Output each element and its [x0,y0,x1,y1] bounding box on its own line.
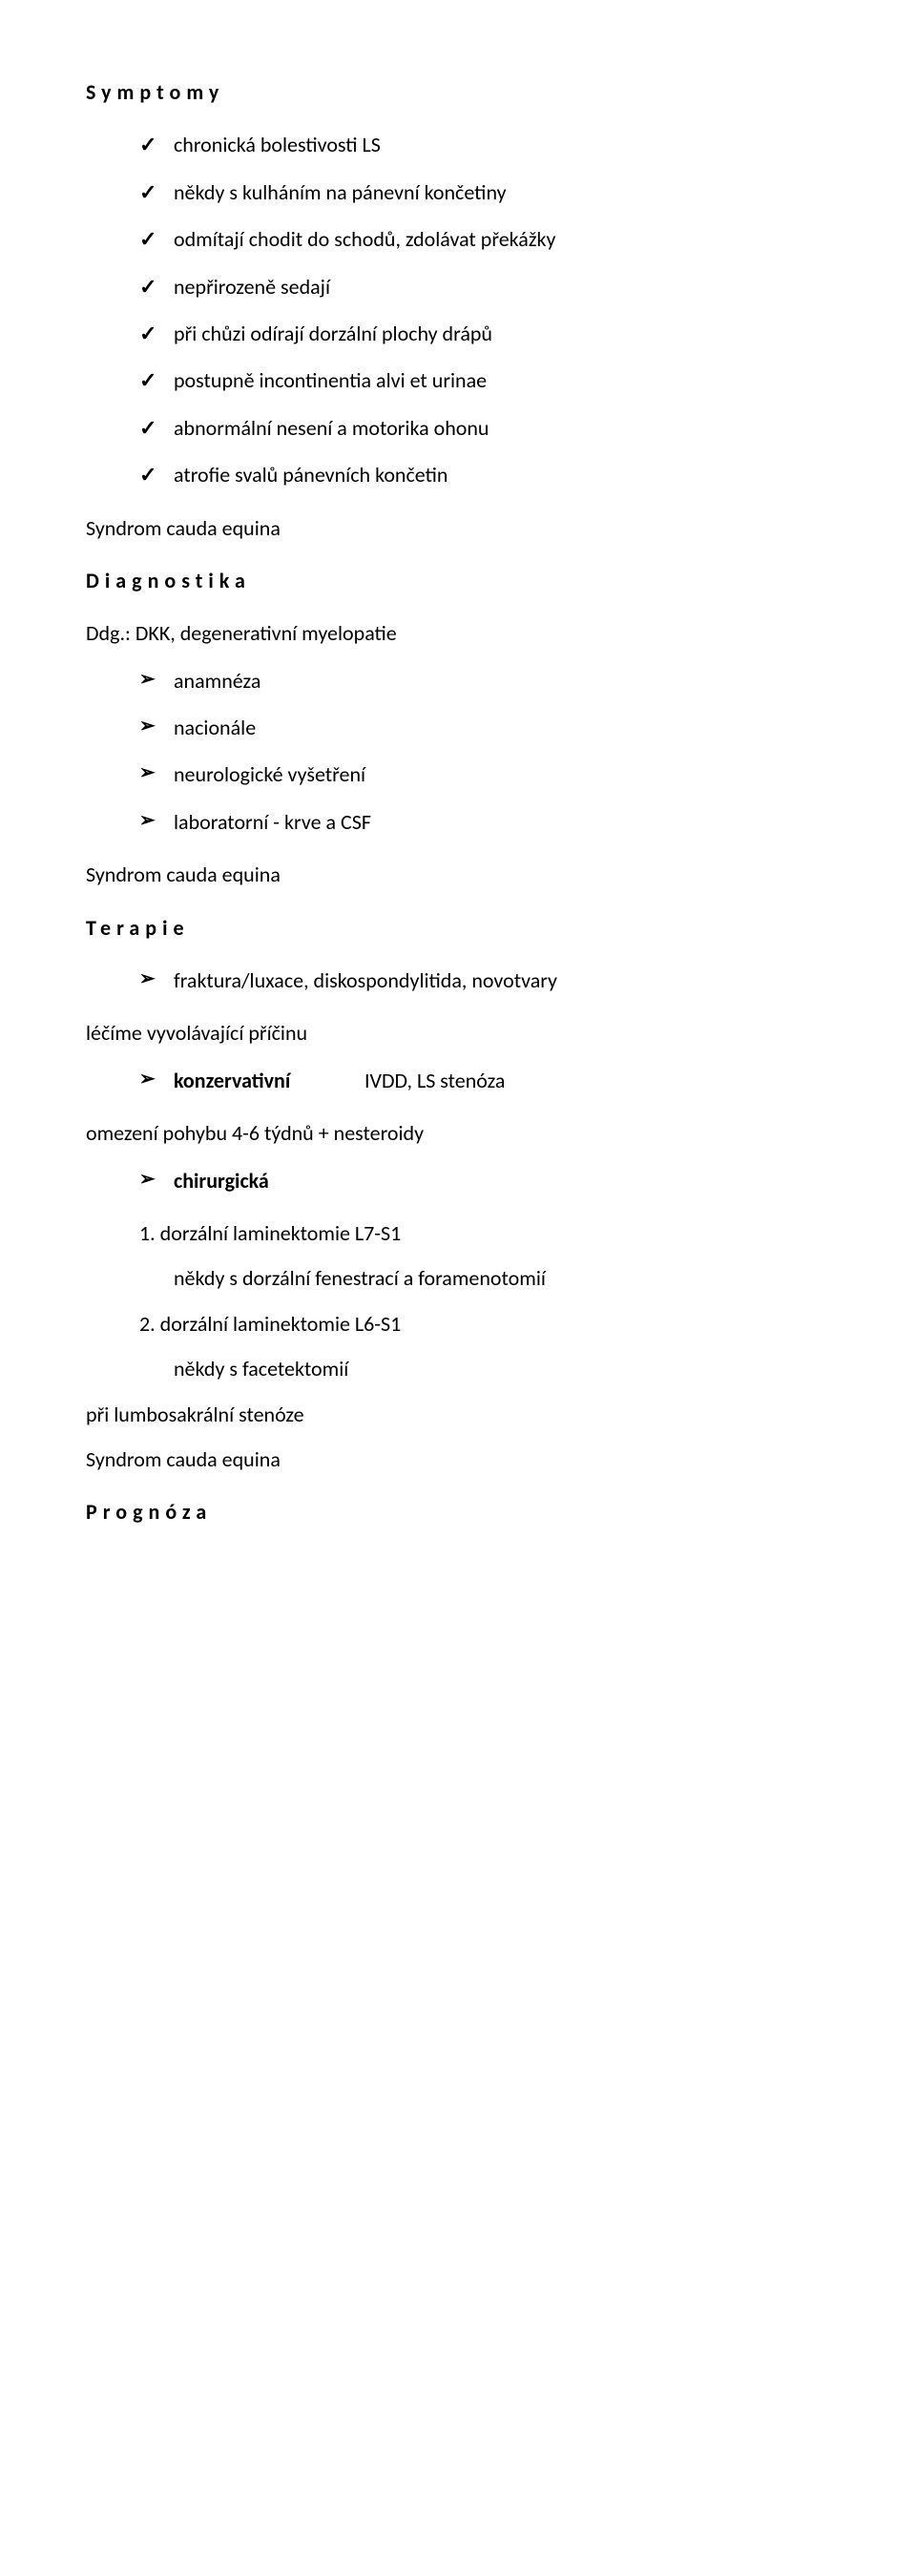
syndrom-line-2: Syndrom cauda equina [86,857,830,892]
terapie-list-1: fraktura/luxace, diskospondylitida, novo… [86,963,830,998]
konzervativni-label: konzervativní [174,1063,364,1098]
lumbo-line: při lumbosakrální stenóze [86,1397,830,1432]
list-item: abnormální nesení a motorika ohonu [139,410,830,446]
list-item: atrofie svalů pánevních končetin [139,457,830,492]
list-item: odmítají chodit do schodů, zdolávat přek… [139,221,830,257]
list-item: laboratorní - krve a CSF [139,804,830,840]
num-2: 2. dorzální laminektomie L6-S1 [86,1306,830,1341]
heading-prognoza: Prognóza [86,1494,830,1529]
symptomy-list: chronická bolestivosti LS někdy s kulhán… [86,127,830,492]
konzervativni-value: IVDD, LS stenóza [364,1063,505,1098]
heading-terapie: Terapie [86,910,830,945]
syndrom-line-3: Syndrom cauda equina [86,1442,830,1477]
num-2-sub: někdy s facetektomií [86,1351,830,1386]
list-item: nepřirozeně sedají [139,269,830,304]
syndrom-line-1: Syndrom cauda equina [86,510,830,546]
list-item: někdy s kulháním na pánevní končetiny [139,175,830,210]
lecime-line: léčíme vyvolávající příčinu [86,1015,830,1050]
list-item: při chůzi odírají dorzální plochy drápů [139,316,830,351]
heading-diagnostika: Diagnostika [86,563,830,598]
list-item-chirurgicka: chirurgická [139,1163,830,1198]
diagnostika-list: anamnéza nacionále neurologické vyšetřen… [86,663,830,841]
list-item: postupně incontinentia alvi et urinae [139,363,830,398]
list-item: anamnéza [139,663,830,698]
terapie-list-3: chirurgická [86,1163,830,1198]
heading-symptomy: Symptomy [86,74,830,110]
list-item: nacionále [139,710,830,745]
num-1-sub: někdy s dorzální fenestrací a foramenoto… [86,1260,830,1296]
list-item: fraktura/luxace, diskospondylitida, novo… [139,963,830,998]
num-1: 1. dorzální laminektomie L7-S1 [86,1215,830,1251]
list-item-konzervativni: konzervativní IVDD, LS stenóza [139,1063,830,1098]
list-item: neurologické vyšetření [139,757,830,792]
ddg-line: Ddg.: DKK, degenerativní myelopatie [86,615,830,651]
list-item: chronická bolestivosti LS [139,127,830,162]
terapie-list-2: konzervativní IVDD, LS stenóza [86,1063,830,1098]
omezeni-line: omezení pohybu 4-6 týdnů + nesteroidy [86,1115,830,1151]
